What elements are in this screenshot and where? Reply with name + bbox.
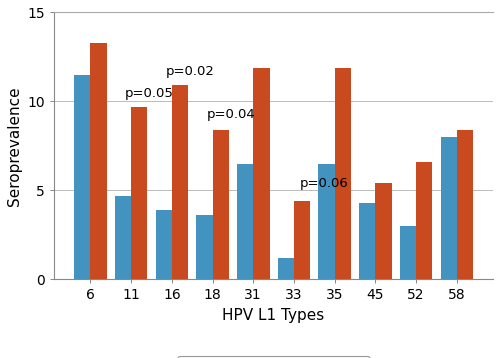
Bar [359,203,376,279]
Bar [318,164,334,279]
Bar [237,164,253,279]
Bar [90,43,106,279]
Bar [416,162,432,279]
Bar [376,183,392,279]
Bar [400,226,416,279]
Bar [172,85,188,279]
X-axis label: HPV L1 Types: HPV L1 Types [222,308,324,323]
Bar [294,201,310,279]
Bar [131,107,148,279]
Text: p=0.04: p=0.04 [206,108,255,121]
Bar [74,75,90,279]
Text: p=0.02: p=0.02 [166,65,214,78]
Text: p=0.06: p=0.06 [300,177,349,190]
Text: p=0.05: p=0.05 [125,87,174,100]
Legend: Men, Women: Men, Women [178,357,370,358]
Bar [212,130,229,279]
Bar [457,130,473,279]
Bar [115,195,131,279]
Bar [334,68,351,279]
Bar [253,68,270,279]
Bar [196,215,212,279]
Bar [278,258,294,279]
Bar [156,210,172,279]
Bar [440,137,457,279]
Y-axis label: Seroprevalence: Seroprevalence [7,86,22,205]
